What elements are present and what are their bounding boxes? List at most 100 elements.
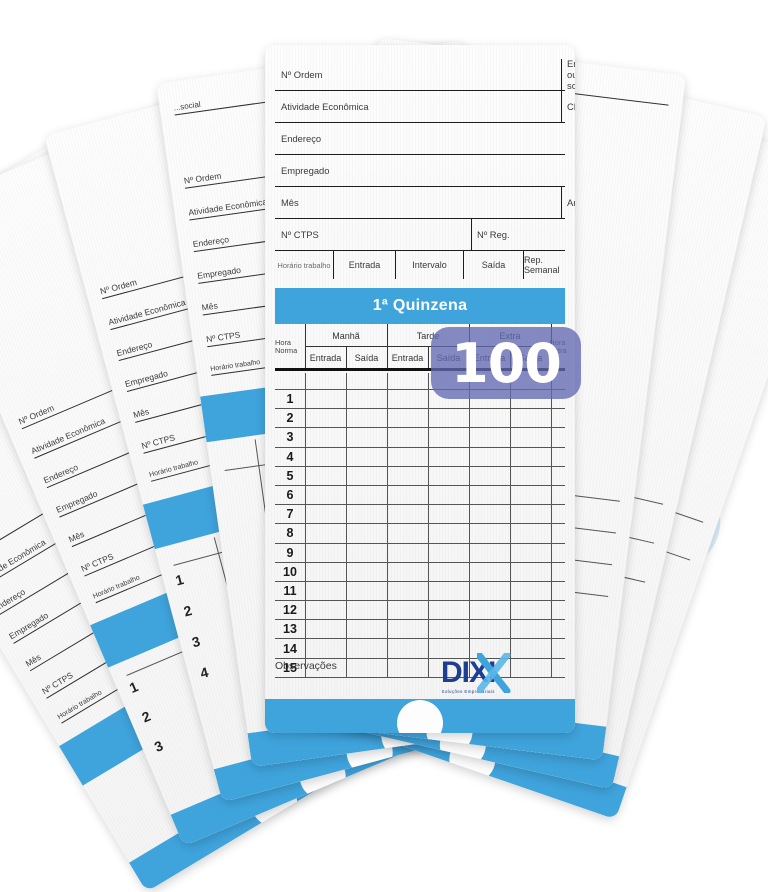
- grid-divider: [387, 601, 388, 620]
- grid-divider: [428, 390, 429, 409]
- grid-divider: [305, 485, 306, 505]
- grid-divider: [305, 409, 306, 428]
- grid-sub-tarde-entrada: Entrada: [391, 353, 424, 363]
- time-entry-row: 14: [275, 639, 565, 659]
- grid-divider: [510, 428, 511, 447]
- grid-divider: [305, 347, 306, 369]
- grid-divider: [428, 466, 429, 485]
- grid-divider: [305, 373, 306, 389]
- logo-tagline: Soluções Empresariais: [441, 689, 495, 694]
- grid-divider: [346, 601, 347, 620]
- field-label-n-reg: Nº Reg.: [477, 229, 510, 240]
- grid-divider: [428, 601, 429, 620]
- grid-divider: [346, 505, 347, 524]
- grid-divider: [428, 581, 429, 601]
- grid-divider: [305, 324, 306, 347]
- grid-divider: [510, 581, 511, 601]
- grid-divider: [551, 505, 552, 524]
- grid-divider: [346, 562, 347, 581]
- observations-label: Observações: [275, 660, 337, 672]
- schedule-header-row: Horário trabalho Entrada Intervalo Saída…: [275, 251, 565, 279]
- time-entry-row-number: 12: [283, 603, 297, 618]
- grid-divider: [305, 601, 306, 620]
- card-bottom-tab: [265, 699, 575, 733]
- field-divider: [561, 91, 562, 122]
- field-label-atividade-economica: Atividade Econômica: [281, 101, 369, 112]
- time-entry-row: 7: [275, 505, 565, 525]
- time-entry-row-number: 9: [286, 545, 294, 560]
- grid-divider: [428, 347, 429, 369]
- grid-divider: [428, 658, 429, 677]
- header-row-ctps: Nº CTPS Nº Reg. Função: [275, 219, 565, 251]
- grid-divider: [469, 485, 470, 505]
- grid-sub-manha-entrada: Entrada: [309, 353, 342, 363]
- grid-sub-manha-saida: Saída: [354, 353, 379, 363]
- time-entry-row: 11: [275, 581, 565, 602]
- field-label-saida: Saída: [463, 251, 523, 279]
- grid-divider: [387, 581, 388, 601]
- grid-divider: [346, 466, 347, 485]
- field-label-empregado: Empregado: [281, 165, 330, 176]
- card-notch: [397, 700, 443, 733]
- grid-divider: [305, 543, 306, 562]
- grid-divider: [387, 620, 388, 639]
- time-entry-row: 15: [275, 658, 565, 678]
- grid-divider: [551, 524, 552, 543]
- grid-divider: [551, 620, 552, 639]
- grid-divider: [346, 409, 347, 428]
- grid-divider: [510, 390, 511, 409]
- time-entry-row: 8: [275, 524, 565, 544]
- time-entry-row-number: 6: [286, 488, 294, 503]
- time-entry-row-number: 1: [286, 392, 294, 407]
- grid-divider: [346, 390, 347, 409]
- quantity-badge: 100: [431, 327, 581, 399]
- field-label-rep-semanal: Rep. Semanal: [523, 251, 565, 279]
- quinzena-banner: 1ª Quinzena: [275, 288, 565, 324]
- grid-divider: [551, 562, 552, 581]
- time-entry-grid: 1 2 3 4 5 6 7 8 9 10 11 12 13 14 15: [275, 373, 565, 678]
- grid-divider: [387, 524, 388, 543]
- grid-divider: [428, 428, 429, 447]
- grid-divider: [551, 601, 552, 620]
- header-row-mes-ano: Mês Ano: [275, 187, 575, 219]
- grid-divider: [305, 447, 306, 466]
- grid-divider: [305, 620, 306, 639]
- time-entry-row-number: 5: [286, 468, 294, 483]
- grid-divider: [510, 543, 511, 562]
- grid-divider: [510, 562, 511, 581]
- grid-divider: [387, 428, 388, 447]
- grid-divider: [346, 620, 347, 639]
- grid-rule: [305, 346, 551, 347]
- grid-divider: [387, 447, 388, 466]
- time-entry-row: 1: [275, 390, 565, 410]
- grid-divider: [346, 373, 347, 389]
- grid-divider: [428, 485, 429, 505]
- field-label-endereco: Endereço: [281, 133, 322, 144]
- time-entry-row-number: 3: [286, 430, 294, 445]
- grid-divider: [387, 409, 388, 428]
- time-entry-row: 3: [275, 428, 565, 448]
- grid-divider: [469, 543, 470, 562]
- time-entry-row-number: 11: [283, 583, 297, 598]
- grid-divider: [469, 390, 470, 409]
- grid-divider: [510, 409, 511, 428]
- grid-divider: [551, 447, 552, 466]
- time-entry-row: 5: [275, 466, 565, 486]
- logo-wordmark: DIXI: [441, 653, 511, 693]
- grid-divider: [387, 543, 388, 562]
- grid-divider: [305, 639, 306, 658]
- grid-divider: [551, 409, 552, 428]
- grid-divider: [387, 485, 388, 505]
- grid-group-tarde: Tarde: [416, 330, 440, 341]
- grid-divider: [305, 428, 306, 447]
- time-entry-row-number: 15: [283, 660, 297, 675]
- grid-divider: [510, 485, 511, 505]
- field-divider: [471, 219, 472, 250]
- grid-group-manha: Manhã: [332, 330, 360, 341]
- field-label-n-ordem: Nº Ordem: [281, 69, 323, 80]
- header-row-ordem: Nº Ordem Empregador ou razão social: [275, 58, 575, 91]
- grid-divider: [428, 639, 429, 658]
- grid-divider: [387, 390, 388, 409]
- grid-divider: [346, 485, 347, 505]
- grid-divider: [305, 390, 306, 409]
